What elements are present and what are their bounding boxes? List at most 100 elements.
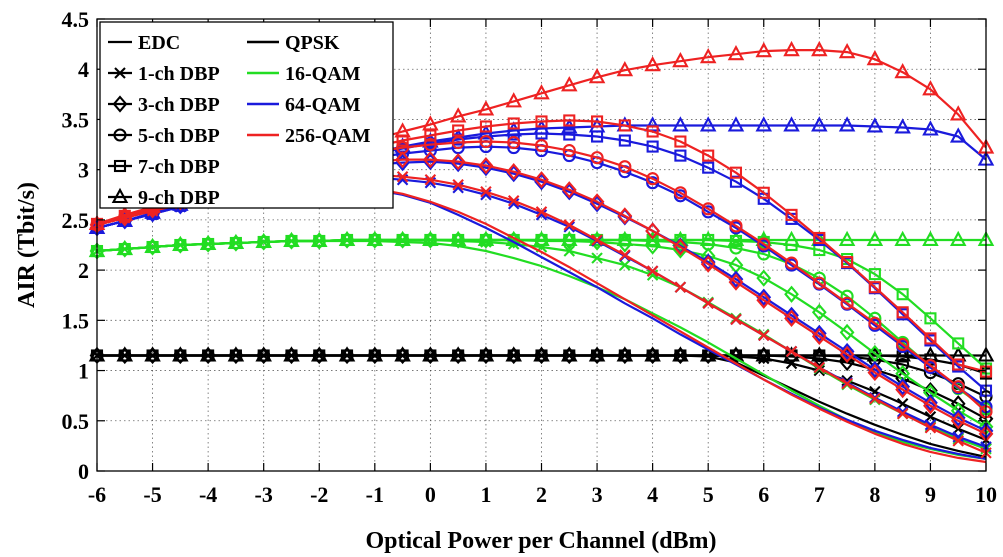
data-point <box>785 345 798 358</box>
data-point <box>727 230 745 247</box>
data-point <box>755 41 773 58</box>
data-point <box>699 346 717 362</box>
data-point <box>727 346 745 362</box>
data-point <box>116 346 134 362</box>
data-point <box>646 265 659 277</box>
legend-entry-7-ch-dbp: 7-ch DBP <box>108 156 220 178</box>
data-point <box>116 239 134 256</box>
data-point <box>618 160 632 174</box>
series-line <box>96 238 986 253</box>
data-point <box>949 105 967 121</box>
data-point <box>644 230 661 247</box>
data-point <box>644 346 661 362</box>
data-point <box>588 68 606 84</box>
x-tick-label: 3 <box>592 482 603 507</box>
data-point <box>588 346 606 362</box>
data-point <box>449 230 467 247</box>
data-point <box>924 422 937 434</box>
data-point <box>563 245 576 257</box>
data-point <box>645 222 661 240</box>
data-point <box>811 116 828 132</box>
data-point <box>646 172 660 186</box>
y-axis-label: AIR (Tbit/s) <box>14 182 40 308</box>
data-point <box>784 306 799 324</box>
y-tick-label: 1 <box>78 359 89 384</box>
data-point <box>758 329 770 342</box>
data-point <box>838 42 856 59</box>
data-point <box>896 357 910 372</box>
data-point <box>949 230 967 247</box>
data-point <box>395 151 410 169</box>
data-point <box>618 134 631 147</box>
data-point <box>784 285 799 303</box>
legend-box <box>99 21 394 209</box>
data-point <box>394 230 411 247</box>
x-tick-label: 5 <box>703 482 714 507</box>
data-point <box>922 230 939 247</box>
data-point <box>702 149 715 162</box>
data-point <box>563 219 576 231</box>
data-point <box>840 296 854 310</box>
data-point <box>422 151 438 169</box>
data-point <box>894 230 911 247</box>
legend-label: 256-QAM <box>285 125 371 147</box>
data-point <box>673 186 687 200</box>
data-point <box>533 84 550 100</box>
legend-entry-3-ch-dbp: 3-ch DBP <box>108 94 220 116</box>
legend-entry-edc: EDC <box>108 32 180 54</box>
data-point <box>951 380 965 394</box>
data-point <box>563 114 576 127</box>
legend-marker <box>111 187 129 204</box>
data-point <box>895 381 911 399</box>
data-point <box>811 327 827 346</box>
data-point <box>644 55 661 72</box>
data-point <box>424 173 437 186</box>
series-qpsk-9-ch-dbp <box>88 346 995 362</box>
data-point <box>396 141 410 155</box>
data-point <box>310 346 328 362</box>
data-point <box>535 206 548 218</box>
data-point <box>618 119 631 132</box>
series-16-qam-9-ch-dbp <box>88 230 995 258</box>
data-point <box>479 120 492 133</box>
legend-entry-9-ch-dbp: 9-ch DBP <box>108 187 220 209</box>
data-point <box>869 392 881 405</box>
data-point <box>896 288 909 301</box>
data-point <box>394 346 411 362</box>
x-tick-label: -5 <box>143 482 161 507</box>
data-point <box>674 149 687 162</box>
data-point <box>561 76 578 92</box>
data-point <box>839 323 855 342</box>
data-point <box>591 234 603 246</box>
data-point <box>452 124 465 137</box>
data-point <box>672 346 689 362</box>
data-point <box>534 139 549 153</box>
x-tick-label: 4 <box>647 482 658 507</box>
data-point <box>338 346 356 362</box>
x-tick-label: -4 <box>199 482 217 507</box>
y-tick-label: 0.5 <box>62 409 90 434</box>
data-point <box>700 255 716 273</box>
data-point <box>756 291 772 309</box>
data-point <box>534 171 549 189</box>
legend-label: 7-ch DBP <box>138 156 220 178</box>
data-point <box>811 324 827 343</box>
data-point <box>727 44 745 61</box>
data-point <box>896 408 909 420</box>
data-point <box>227 346 245 362</box>
data-point <box>451 135 465 150</box>
data-point <box>923 358 937 373</box>
data-point <box>924 419 937 431</box>
y-tick-label: 2 <box>78 258 89 283</box>
data-point <box>867 360 883 379</box>
data-point <box>923 394 938 412</box>
data-point <box>728 273 744 291</box>
data-point <box>616 230 634 247</box>
data-point <box>535 115 548 128</box>
data-point <box>757 237 771 251</box>
data-point <box>283 231 300 248</box>
data-point <box>366 230 384 247</box>
legend-label: 5-ch DBP <box>138 125 220 147</box>
data-point <box>702 161 715 174</box>
x-tick-label: 1 <box>480 482 491 507</box>
